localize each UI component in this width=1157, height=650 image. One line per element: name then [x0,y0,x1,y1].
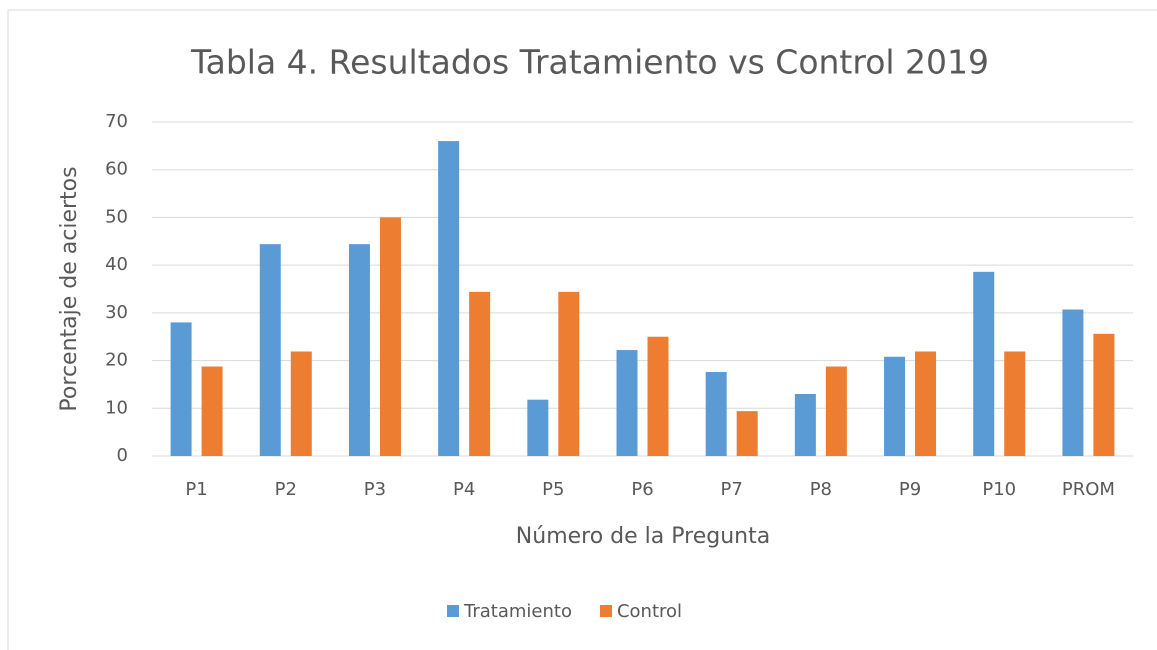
bar [438,141,460,457]
x-tick-label: P2 [275,479,297,500]
bar [1062,309,1084,456]
bar [915,351,937,456]
x-tick-label: P4 [453,479,475,500]
y-tick-label: 30 [105,302,128,323]
bar [973,271,995,456]
x-tick-label: P1 [185,479,207,500]
y-axis-label: Porcentaje de aciertos [57,166,82,411]
bar [170,322,192,456]
y-tick-label: 70 [105,111,128,132]
x-axis-label: Número de la Pregunta [516,524,770,549]
bar [647,336,669,456]
bar [825,366,847,456]
bar [348,244,370,456]
x-tick-label: P7 [721,479,743,500]
x-tick-label: P3 [364,479,386,500]
bar [379,217,401,456]
y-tick-label: 0 [117,445,128,466]
bar [1004,351,1026,456]
bar [794,393,816,456]
y-tick-label: 40 [105,254,128,275]
y-tick-label: 50 [105,206,128,227]
bar [736,411,758,456]
x-tick-label: P9 [899,479,921,500]
y-tick-label: 60 [105,159,128,180]
legend-label: Tratamiento [463,601,572,622]
bar [259,244,281,456]
chart-title: Tabla 4. Resultados Tratamiento vs Contr… [190,43,989,82]
legend-swatch [447,605,459,617]
y-tick-label: 10 [105,397,128,418]
bar [290,351,312,456]
bar [469,291,491,456]
bar [616,350,638,456]
legend-swatch [599,605,612,617]
x-tick-label: P6 [631,479,653,500]
bar [527,399,549,456]
bar [1093,333,1115,456]
chart-frame [7,9,1157,650]
x-tick-label: P10 [982,479,1016,500]
x-tick-label: P5 [542,479,564,500]
x-tick-label: P8 [810,479,832,500]
legend-label: Control [617,601,682,622]
bar [201,366,223,456]
y-tick-label: 20 [105,350,128,371]
bar [884,356,906,456]
x-tick-label: PROM [1062,479,1115,500]
bar [705,372,727,456]
bar [558,291,580,456]
